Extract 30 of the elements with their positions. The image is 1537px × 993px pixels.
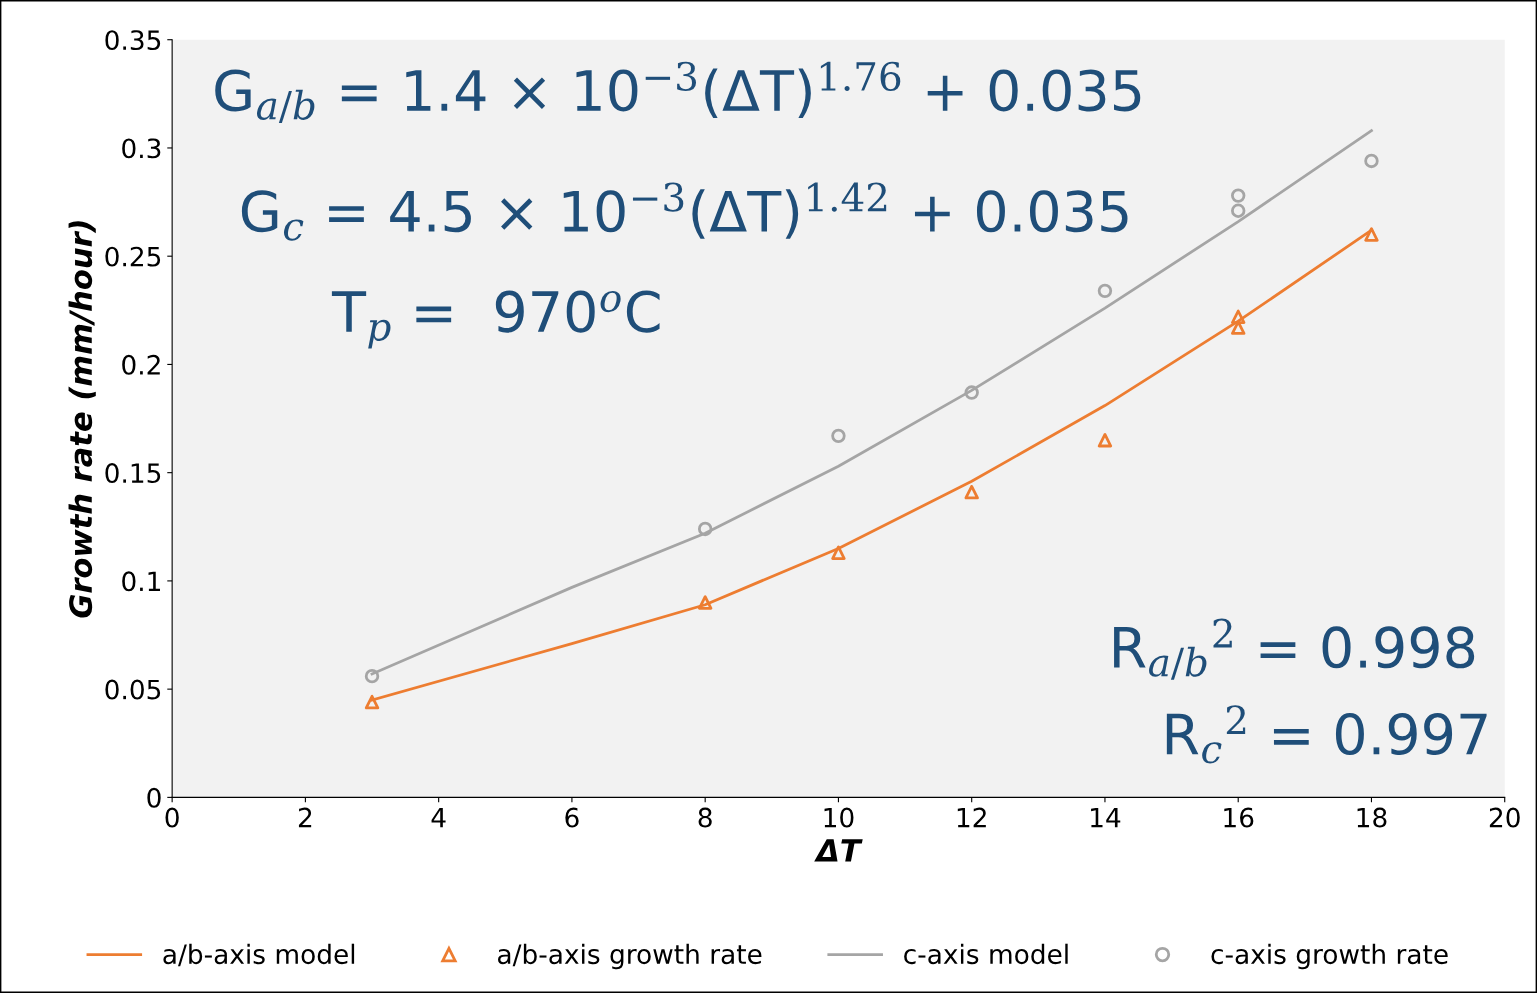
x-tick-label: 8 [698, 807, 712, 828]
annotation: G$_{c}$ = 4.5 × 10$^{−3}$(ΔT)$^{1.42}$ + 0.035 [241, 182, 1128, 241]
y-tick-label: 0 [147, 787, 161, 808]
y-axis-title: Growth rate (mm/hour) [68, 221, 96, 618]
x-tick-label: 20 [1489, 807, 1520, 828]
legend-label: c-axis growth rate [1211, 943, 1448, 970]
x-tick-label: 6 [565, 807, 579, 828]
x-tick-label: 10 [824, 807, 854, 828]
x-tick-label: 2 [298, 807, 312, 828]
annotation: R$_{c}$$^{2}$ = 0.997 [1166, 705, 1487, 764]
y-tick-label: 0.15 [105, 463, 161, 484]
y-tick-label: 0.35 [105, 30, 161, 51]
annotation: R$_{a/b}$$^{2}$ = 0.998 [1114, 618, 1475, 680]
x-tick-label: 14 [1091, 807, 1121, 828]
legend-label: a/b-axis growth rate [498, 943, 762, 970]
y-tick-label: 0.1 [122, 571, 160, 592]
x-tick-label: 4 [431, 807, 446, 828]
x-tick-label: 16 [1224, 807, 1254, 828]
legend-label: a/b-axis model [163, 943, 355, 967]
x-tick-label: 0 [165, 807, 179, 828]
y-tick-label: 0.25 [105, 246, 161, 267]
y-tick-label: 0.2 [122, 354, 160, 375]
y-tick-label: 0.3 [122, 138, 161, 159]
x-tick-label: 18 [1357, 807, 1387, 828]
x-axis-title: ΔT [814, 839, 863, 862]
y-tick-label: 0.05 [105, 679, 161, 700]
legend-label: c-axis model [904, 943, 1068, 965]
x-tick-label: 12 [957, 807, 986, 828]
annotation: G$_{a/b}$ = 1.4 × 10$^{−3}$(ΔT)$^{1.76}$ + 0.035 [215, 61, 1141, 123]
annotation: T$_{p}$ = 970$^{o}$C [331, 290, 660, 349]
